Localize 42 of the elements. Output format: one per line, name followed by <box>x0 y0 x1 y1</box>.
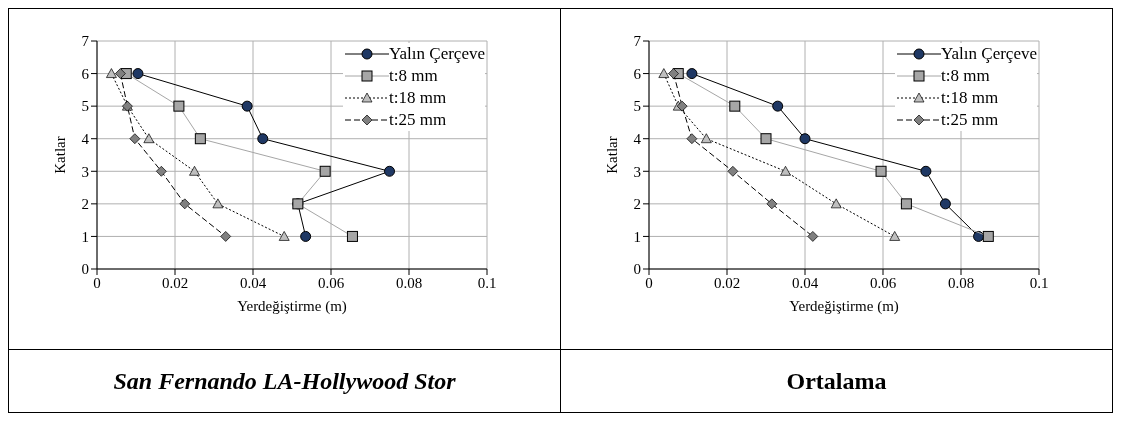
legend-label: Yalın Çerçeve <box>941 43 1037 65</box>
x-tick-label: 0 <box>645 274 653 291</box>
x-tick-label: 0.04 <box>791 274 819 291</box>
y-tick-label: 3 <box>633 163 641 180</box>
y-tick-label: 5 <box>81 98 89 115</box>
x-tick-label: 0.08 <box>947 274 975 291</box>
y-tick-label: 0 <box>633 261 641 278</box>
y-axis-title: Katlar <box>604 136 621 174</box>
x-tick-label: 0.1 <box>477 274 497 291</box>
x-axis-title: Yerdeğiştirme (m) <box>789 298 899 315</box>
x-tick-label: 0.08 <box>395 274 423 291</box>
y-tick-label: 1 <box>81 228 89 245</box>
y-tick-label: 4 <box>633 131 642 148</box>
x-tick-label: 0.04 <box>239 274 267 291</box>
x-tick-label: 0.02 <box>713 274 741 291</box>
y-tick-label: 7 <box>633 33 642 50</box>
y-tick-label: 5 <box>633 98 641 115</box>
y-tick-label: 0 <box>81 261 89 278</box>
x-tick-label: 0 <box>93 274 101 291</box>
text: San Fernando LA-Hollywood Stor <box>9 349 560 412</box>
y-tick-label: 4 <box>81 131 90 148</box>
y-tick-label: 7 <box>81 33 90 50</box>
legend-label: t:18 mm <box>941 87 999 109</box>
y-tick-label: 3 <box>81 163 89 180</box>
legend-label: t:25 mm <box>941 109 999 131</box>
x-tick-label: 0.1 <box>1029 274 1049 291</box>
y-axis-title: Katlar <box>52 136 69 174</box>
y-tick-label: 1 <box>633 228 641 245</box>
y-tick-label: 2 <box>633 196 641 213</box>
y-tick-label: 2 <box>81 196 89 213</box>
x-axis-title: Yerdeğiştirme (m) <box>237 298 347 315</box>
text: Ortalama <box>561 349 1112 412</box>
legend-label: t:25 mm <box>389 109 447 131</box>
y-tick-label: 6 <box>633 65 642 82</box>
y-tick-label: 6 <box>81 65 90 82</box>
x-tick-label: 0.06 <box>869 274 897 291</box>
legend-label: t:8 mm <box>941 65 990 87</box>
x-tick-label: 0.06 <box>317 274 345 291</box>
legend-label: t:18 mm <box>389 87 447 109</box>
legend-label: Yalın Çerçeve <box>389 43 485 65</box>
legend-label: t:8 mm <box>389 65 438 87</box>
x-tick-label: 0.02 <box>161 274 189 291</box>
